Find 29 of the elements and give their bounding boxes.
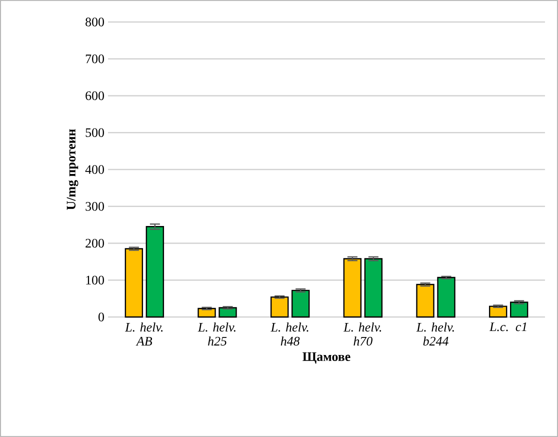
y-axis-title: U/mg протеин	[66, 129, 78, 210]
bar	[488, 306, 508, 318]
y-tick-label: 100	[86, 276, 104, 284]
bar	[291, 290, 310, 318]
bar	[437, 276, 456, 318]
bar	[510, 302, 528, 318]
y-tick-label: 800	[86, 18, 104, 26]
x-tick-label: L. helv. h48	[270, 322, 308, 346]
bar	[124, 248, 144, 318]
y-tick-label: 200	[86, 238, 104, 248]
x-axis-title: Щамове	[302, 352, 350, 364]
y-tick-label: 300	[86, 202, 104, 211]
bar	[218, 307, 237, 318]
x-tick-label: L. helv. AB	[124, 322, 163, 346]
x-tick-label: L. helv. b244	[416, 322, 454, 346]
y-tick-label: 600	[86, 91, 104, 100]
bar	[146, 226, 164, 318]
bar	[416, 284, 434, 318]
y-tick-label: 700	[86, 54, 104, 64]
y-tick-label: 0	[98, 312, 104, 322]
y-tick-label: 400	[85, 165, 104, 174]
bar	[270, 296, 289, 318]
y-tick-label: 500	[86, 128, 104, 137]
x-tick-label: L. helv. h25	[198, 322, 236, 346]
bar	[343, 258, 362, 318]
bar	[364, 258, 383, 318]
x-tick-label: L. helv. h70	[343, 322, 382, 346]
bar	[198, 308, 216, 318]
x-tick-label: L.c. c1	[489, 322, 526, 332]
